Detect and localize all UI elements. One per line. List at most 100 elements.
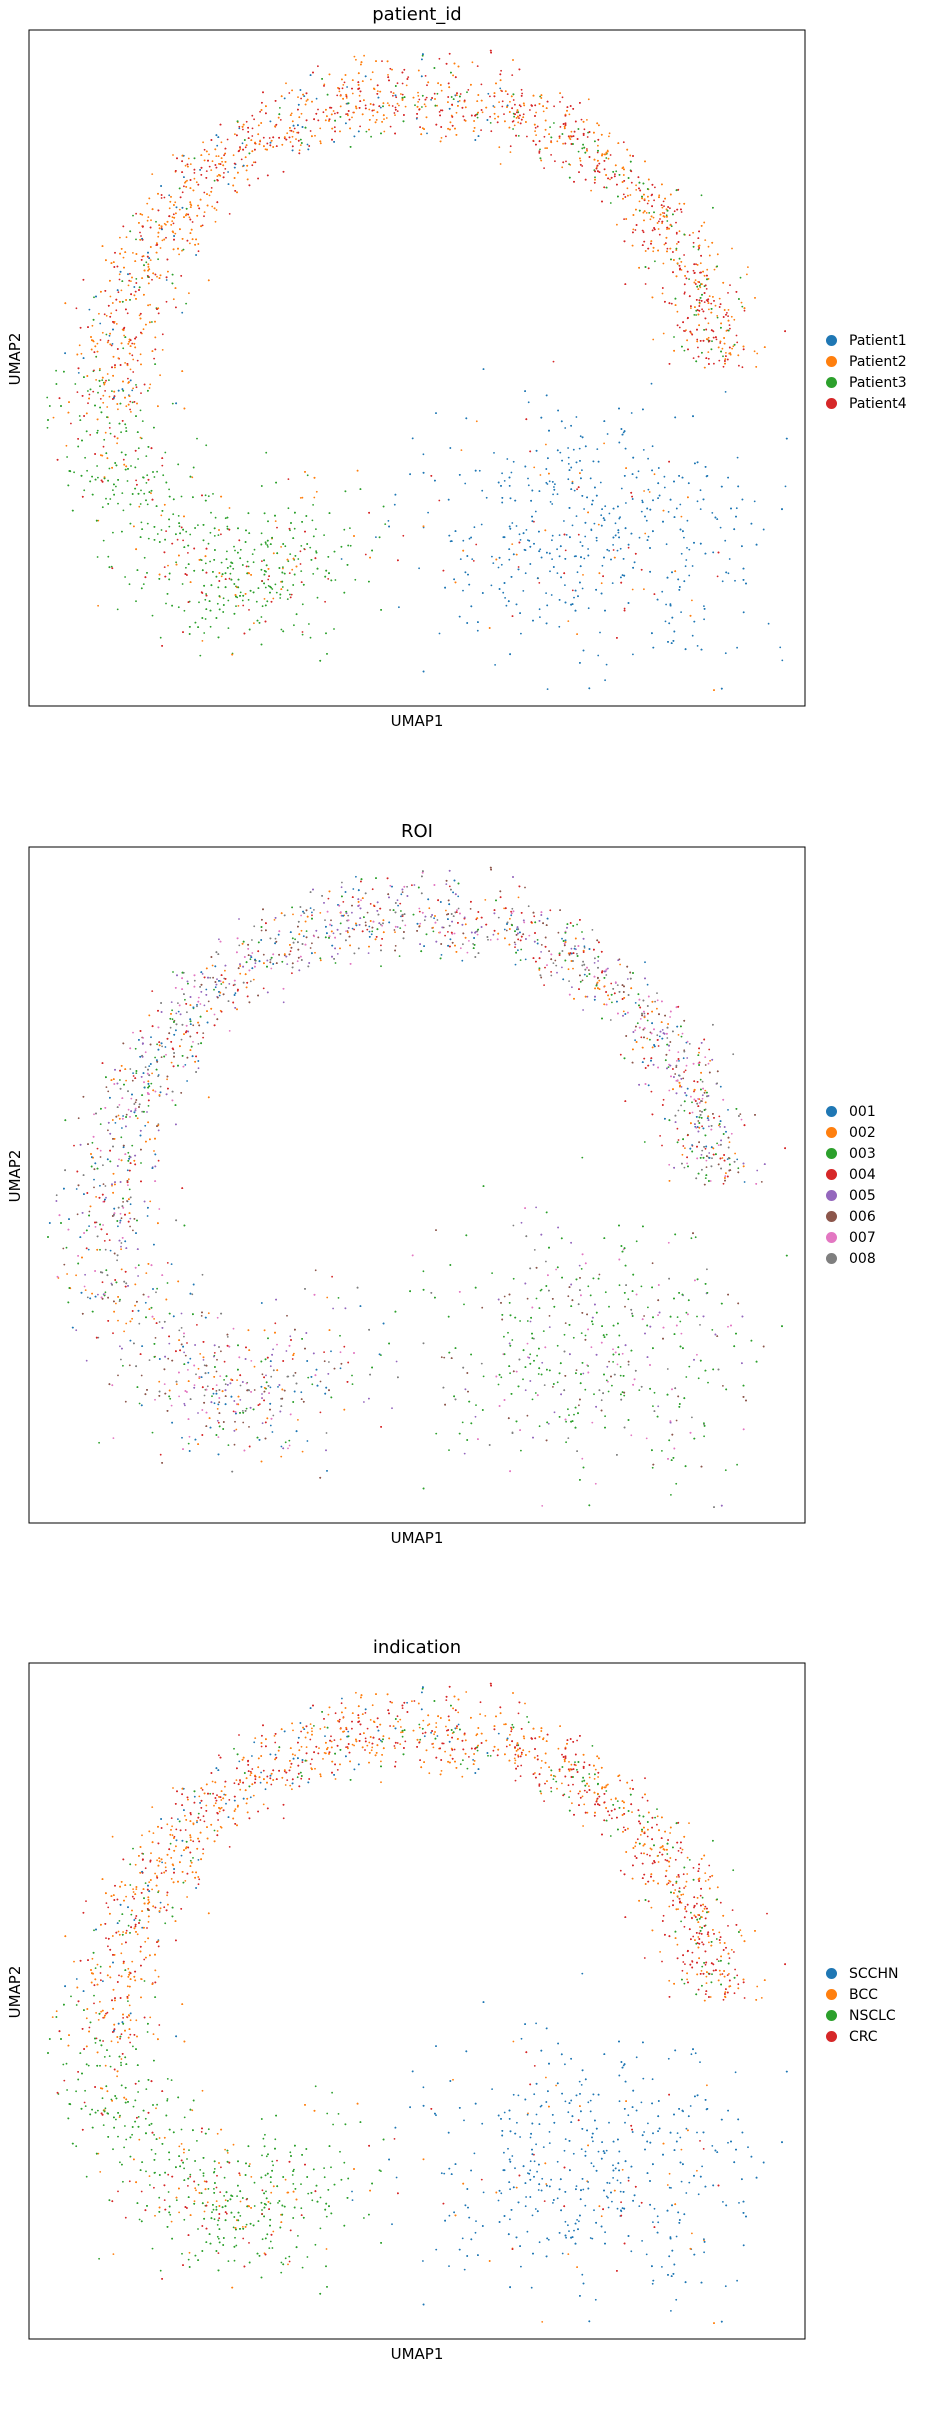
scatter-point [156, 275, 158, 278]
scatter-point [142, 255, 145, 257]
scatter-point [495, 82, 497, 85]
scatter-point [422, 670, 425, 673]
scatter-point [587, 548, 589, 550]
scatter-point [188, 292, 190, 295]
scatter-point [93, 369, 95, 372]
scatter-point [145, 323, 147, 326]
scatter-point [598, 572, 601, 575]
scatter-point [280, 546, 282, 548]
scatter-point [234, 594, 237, 596]
scatter-point [651, 445, 654, 448]
scatter-point [414, 104, 416, 107]
scatter-point [91, 475, 93, 478]
scatter-point [337, 87, 339, 89]
scatter-point [567, 135, 570, 138]
scatter-point [124, 468, 127, 471]
scatter-point [395, 96, 398, 99]
scatter-point [111, 302, 114, 304]
scatter-point [189, 187, 192, 190]
scatter-point [203, 148, 206, 151]
scatter-point [598, 124, 600, 127]
scatter-point [159, 636, 162, 639]
scatter-point [147, 263, 150, 266]
scatter-point [161, 510, 164, 512]
scatter-point [729, 284, 731, 286]
scatter-point [333, 126, 336, 129]
scatter-point [421, 94, 424, 97]
scatter-point [224, 152, 226, 155]
scatter-point [186, 179, 188, 182]
scatter-point [338, 90, 341, 93]
scatter-point [266, 600, 269, 603]
scatter-point [630, 170, 633, 173]
scatter-point [435, 123, 438, 126]
scatter-point [544, 128, 547, 131]
scatter-point [738, 364, 740, 367]
scatter-point [267, 520, 269, 523]
scatter-point [652, 338, 655, 341]
scatter-point [263, 570, 266, 572]
scatter-point [83, 489, 86, 492]
scatter-point [279, 119, 282, 121]
scatter-point [698, 247, 700, 249]
scatter-point [665, 236, 668, 239]
scatter-point [581, 147, 584, 150]
scatter-point [478, 469, 481, 472]
scatter-point [392, 94, 394, 97]
scatter-point [754, 297, 756, 299]
scatter-point [647, 457, 649, 460]
scatter-point [100, 290, 102, 293]
scatter-point [508, 126, 511, 129]
scatter-point [575, 461, 578, 464]
scatter-point [159, 374, 162, 377]
scatter-point [209, 560, 212, 563]
scatter-point [146, 474, 149, 477]
scatter-point [581, 165, 584, 167]
scatter-point [518, 104, 521, 107]
scatter-point [127, 381, 130, 384]
scatter-point [473, 120, 475, 122]
scatter-point [509, 527, 512, 530]
scatter-point [336, 94, 339, 97]
scatter-point [211, 160, 214, 163]
scatter-point [597, 460, 600, 463]
scatter-point [648, 212, 651, 214]
scatter-point [671, 571, 673, 574]
scatter-point [647, 267, 650, 270]
scatter-point [584, 445, 587, 448]
scatter-point [140, 363, 142, 366]
scatter-point [641, 195, 643, 198]
scatter-point [421, 54, 424, 57]
scatter-point [617, 505, 619, 508]
scatter-point [227, 171, 230, 173]
scatter-point [156, 533, 159, 535]
scatter-point [616, 223, 618, 226]
scatter-point [713, 268, 716, 271]
scatter-point [295, 138, 297, 141]
scatter-point [597, 144, 599, 147]
scatter-point [181, 311, 184, 314]
scatter-point [123, 334, 125, 337]
scatter-point [583, 508, 585, 510]
scatter-point [693, 263, 696, 266]
scatter-point [535, 143, 537, 146]
scatter-point [108, 427, 111, 429]
scatter-point [129, 345, 132, 347]
scatter-point [139, 213, 142, 215]
scatter-point [722, 281, 725, 284]
scatter-point [120, 431, 122, 434]
scatter-point [265, 451, 268, 454]
scatter-point [168, 572, 171, 575]
scatter-point [500, 485, 502, 487]
scatter-point [215, 155, 218, 158]
scatter-point [64, 302, 67, 305]
scatter-point [164, 451, 167, 454]
scatter-point [161, 464, 164, 467]
scatter-point [133, 294, 136, 297]
scatter-point [501, 501, 504, 504]
scatter-point [602, 517, 605, 520]
scatter-point [145, 482, 148, 484]
scatter-point [347, 544, 350, 547]
scatter-point [343, 528, 346, 531]
scatter-point [233, 583, 236, 585]
